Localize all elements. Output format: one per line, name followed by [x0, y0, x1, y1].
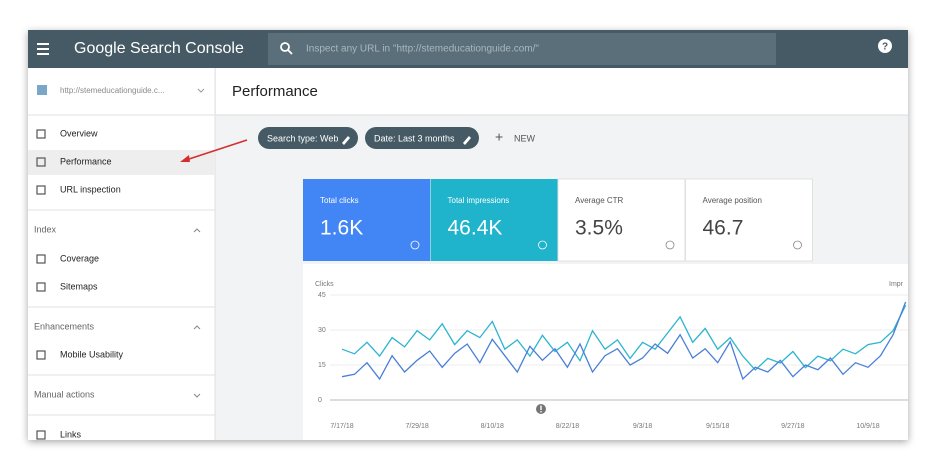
help-label: ?: [882, 42, 888, 53]
y-tick-label: 0: [318, 397, 322, 404]
y-tick-label: 15: [318, 362, 326, 369]
nav-icon: [36, 254, 46, 264]
search-icon: [280, 42, 290, 52]
x-tick-label: 9/3/18: [633, 423, 653, 430]
search-placeholder: Inspect any URL in "http://stemeducation…: [306, 44, 539, 55]
nav-item[interactable]: Overview: [60, 128, 98, 138]
search-box[interactable]: [268, 33, 776, 65]
sidebar: [28, 68, 215, 440]
metric-card[interactable]: [430, 179, 558, 261]
chart: Clicks Impr 0 15 30 45 7/17/18 7/29/18 8/10/18 8/…: [315, 281, 908, 430]
metric-label: Total clicks: [320, 196, 359, 205]
section-title[interactable]: Enhancements: [34, 321, 95, 331]
new-button[interactable]: NEW: [514, 133, 536, 143]
x-tick-label: 7/17/18: [330, 423, 353, 430]
nav-item[interactable]: URL inspection: [60, 184, 121, 194]
chart-card: [303, 264, 908, 440]
property-favicon: [37, 85, 47, 95]
x-tick-label: 9/15/18: [706, 423, 729, 430]
info-icon: [793, 240, 802, 250]
search-icon: [287, 49, 293, 55]
nav-item[interactable]: Links: [60, 429, 82, 439]
annotation-arrow: [180, 139, 248, 162]
y-tick-label: 30: [318, 327, 326, 334]
filter-label: Search type: Web: [267, 133, 338, 143]
y-axis-label: Clicks: [315, 281, 334, 288]
metric-card[interactable]: [685, 178, 813, 262]
x-tick-label: 10/9/18: [856, 423, 879, 430]
filter-chip[interactable]: [258, 127, 358, 149]
chevron: [193, 393, 201, 398]
nav-icon: [36, 350, 46, 360]
nav-item[interactable]: Performance: [60, 156, 112, 166]
y2-axis-label: Impr: [889, 281, 904, 288]
y-tick-label: 45: [318, 292, 326, 299]
metric-label: Average CTR: [575, 196, 624, 205]
metric-label: Total impressions: [448, 196, 510, 205]
metric-card[interactable]: [557, 178, 686, 262]
nav-icon: [36, 430, 46, 440]
nav-item[interactable]: Coverage: [60, 253, 99, 263]
metric-value: 46.7: [703, 217, 744, 240]
x-tick-label: 8/22/18: [556, 423, 579, 430]
metric-label: Average position: [703, 196, 762, 205]
x-tick-label: 9/27/18: [781, 423, 804, 430]
info-icon: [665, 240, 675, 250]
metric-value: 3.5%: [575, 217, 623, 240]
x-tick-label: 7/29/18: [405, 423, 428, 430]
chevron: [193, 228, 201, 233]
edit-icon: [463, 136, 471, 145]
nav: Overview Performance URL inspection Index Co…: [28, 114, 215, 440]
nav-item[interactable]: Sitemaps: [60, 281, 98, 291]
annotation-marker[interactable]: [536, 404, 546, 414]
app: Google Search Console Inspect any URL in…: [28, 30, 908, 440]
nav-selected: [28, 150, 215, 175]
edit-icon: [342, 136, 350, 145]
page-header: [216, 68, 908, 115]
filters: Search type: Web Date: Last 3 months NEW: [258, 127, 536, 149]
nav-icon: [36, 129, 46, 139]
app-name: Google Search Console: [74, 40, 244, 57]
dropdown-arrow: [197, 88, 205, 93]
section-title[interactable]: Manual actions: [34, 389, 95, 399]
nav-icon: [36, 282, 46, 292]
info-icon: [538, 240, 547, 250]
page-title: Performance: [232, 83, 318, 100]
metric-value: 46.4K: [448, 217, 503, 240]
filter-chip[interactable]: [365, 127, 479, 149]
property-selector[interactable]: http://stemeducationguide.c...: [60, 86, 165, 95]
metric-value: 1.6K: [320, 217, 363, 240]
info-icon: [410, 240, 420, 250]
chevron: [193, 325, 201, 330]
metric-cards: Total clicks 1.6K Total impressions 46.4K Av…: [303, 178, 813, 262]
filter-label: Date: Last 3 months: [374, 133, 455, 143]
new-plus: +: [495, 129, 503, 145]
nav-icon: [36, 185, 46, 195]
x-tick-label: 8/10/18: [481, 423, 504, 430]
series-line: [341, 301, 907, 381]
series-line: [341, 305, 907, 371]
help-icon[interactable]: [878, 39, 892, 53]
section-title[interactable]: Index: [34, 224, 57, 234]
metric-card[interactable]: [303, 179, 430, 261]
nav-item[interactable]: Mobile Usability: [60, 349, 124, 359]
nav-icon: [36, 157, 46, 167]
menu-icon[interactable]: [37, 43, 49, 55]
